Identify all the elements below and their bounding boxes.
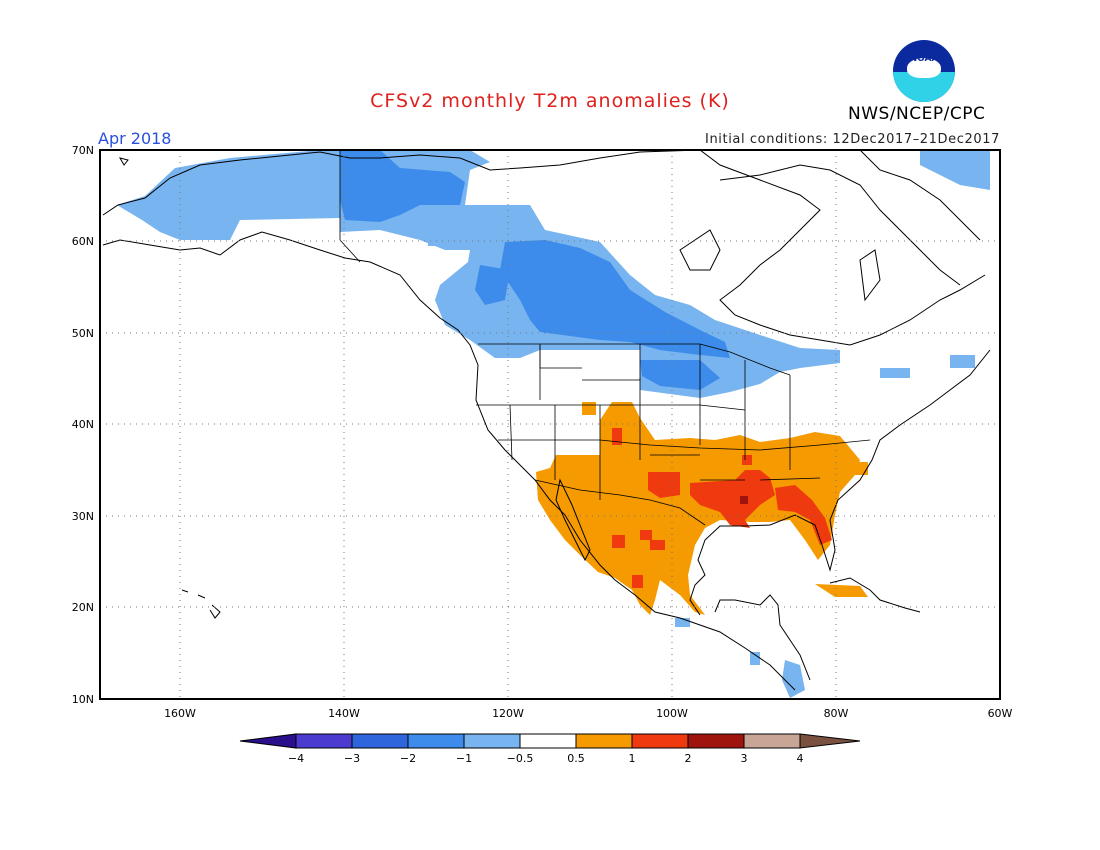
- lon-tick-label: 100W: [656, 707, 688, 720]
- noaa-logo: NOAA: [893, 40, 955, 102]
- colorbar-segment: [519, 733, 577, 749]
- colorbar-label: 2: [685, 752, 692, 765]
- initial-conditions: Initial conditions: 12Dec2017–21Dec2017: [705, 132, 1000, 147]
- colorbar-segment: [295, 733, 353, 749]
- lon-tick-label: 60W: [988, 707, 1013, 720]
- political-boundaries: [339, 150, 871, 526]
- graticule: [100, 150, 1000, 699]
- lat-tick-label: 10N: [72, 693, 94, 706]
- colorbar-segment: [351, 733, 409, 749]
- colorbar-label: 3: [741, 752, 748, 765]
- colorbar-label: −2: [400, 752, 416, 765]
- colorbar-segment: [463, 733, 521, 749]
- lat-tick-label: 20N: [72, 601, 94, 614]
- map-frame: [99, 149, 1001, 700]
- agency-label: NWS/NCEP/CPC: [848, 104, 986, 124]
- colorbar-label: −3: [344, 752, 360, 765]
- colorbar-label: −1: [456, 752, 472, 765]
- colorbar-segment: [631, 733, 689, 749]
- lon-tick-label: 160W: [164, 707, 196, 720]
- colorbar-segment: [407, 733, 465, 749]
- colorbar-label: 0.5: [567, 752, 585, 765]
- colorbar-label: −4: [288, 752, 304, 765]
- colorbar-label: −0.5: [507, 752, 534, 765]
- lon-tick-label: 140W: [328, 707, 360, 720]
- lat-axis: 70N 60N 50N 40N 30N 20N 10N: [72, 144, 94, 706]
- noaa-logo-text: NOAA: [909, 54, 939, 64]
- lat-tick-label: 60N: [72, 235, 94, 248]
- lat-tick-label: 40N: [72, 418, 94, 431]
- lon-tick-label: 80W: [824, 707, 849, 720]
- colorbar: −4 −3 −2 −1 −0.5 0.5 1 2 3 4: [239, 733, 861, 765]
- lon-tick-label: 120W: [492, 707, 524, 720]
- forecast-month: Apr 2018: [98, 129, 172, 148]
- colorbar-segment: [575, 733, 633, 749]
- colorbar-label: 4: [797, 752, 804, 765]
- lat-tick-label: 30N: [72, 510, 94, 523]
- colorbar-label: 1: [629, 752, 636, 765]
- coastlines: [102, 150, 991, 691]
- warm-anomaly-region: [536, 402, 868, 615]
- colorbar-segment: [687, 733, 745, 749]
- cold-anomaly-region: [117, 150, 990, 698]
- colorbar-low-arrow: [239, 733, 297, 749]
- map-title: CFSv2 monthly T2m anomalies (K): [370, 90, 730, 112]
- colorbar-segment: [743, 733, 801, 749]
- colorbar-high-arrow: [799, 733, 861, 749]
- lat-tick-label: 50N: [72, 327, 94, 340]
- lat-tick-label: 70N: [72, 144, 94, 157]
- lon-axis: 160W 140W 120W 100W 80W 60W: [164, 707, 1012, 720]
